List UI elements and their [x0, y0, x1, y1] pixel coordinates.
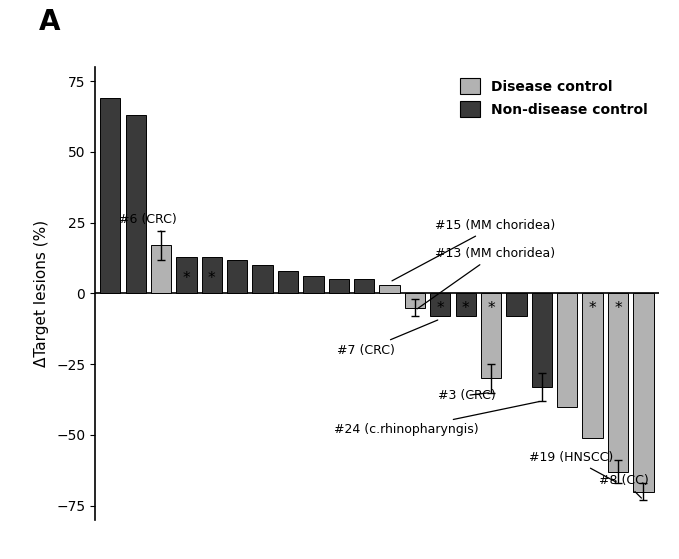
Text: #19 (HNSCC): #19 (HNSCC)	[529, 451, 616, 482]
Bar	[430, 293, 450, 316]
Bar	[329, 280, 349, 293]
Bar	[557, 293, 577, 407]
Bar	[202, 257, 222, 293]
Text: #8 (CC): #8 (CC)	[599, 473, 648, 498]
Text: #24 (c.rhinopharyngis): #24 (c.rhinopharyngis)	[334, 401, 539, 436]
Text: *: *	[488, 301, 495, 315]
Bar	[126, 115, 146, 293]
Bar	[278, 271, 298, 293]
Text: *: *	[614, 301, 622, 315]
Text: #6 (CRC): #6 (CRC)	[120, 214, 177, 231]
Bar	[304, 277, 323, 293]
Bar	[532, 293, 552, 387]
Bar	[100, 98, 120, 293]
Bar	[507, 293, 527, 316]
Bar	[380, 285, 400, 293]
Bar	[634, 293, 654, 491]
Bar	[354, 280, 374, 293]
Y-axis label: ΔTarget lesions (%): ΔTarget lesions (%)	[34, 220, 50, 367]
Text: #15 (MM choridea): #15 (MM choridea)	[392, 219, 555, 281]
Bar	[405, 293, 425, 307]
Bar	[177, 257, 197, 293]
Bar	[253, 265, 273, 293]
Text: A: A	[39, 8, 60, 36]
Text: *: *	[208, 272, 216, 286]
Text: #3 (CRC): #3 (CRC)	[439, 389, 496, 402]
Text: #7 (CRC): #7 (CRC)	[337, 320, 438, 357]
Bar	[151, 245, 171, 293]
Text: *: *	[183, 272, 190, 286]
Text: *: *	[589, 301, 596, 315]
Legend: Disease control, Non-disease control: Disease control, Non-disease control	[456, 74, 652, 121]
Bar	[227, 259, 247, 293]
Text: *: *	[437, 301, 444, 315]
Bar	[608, 293, 628, 472]
Text: *: *	[462, 301, 469, 315]
Text: #13 (MM choridea): #13 (MM choridea)	[417, 247, 555, 309]
Bar	[456, 293, 476, 316]
Bar	[481, 293, 501, 378]
Bar	[583, 293, 603, 438]
